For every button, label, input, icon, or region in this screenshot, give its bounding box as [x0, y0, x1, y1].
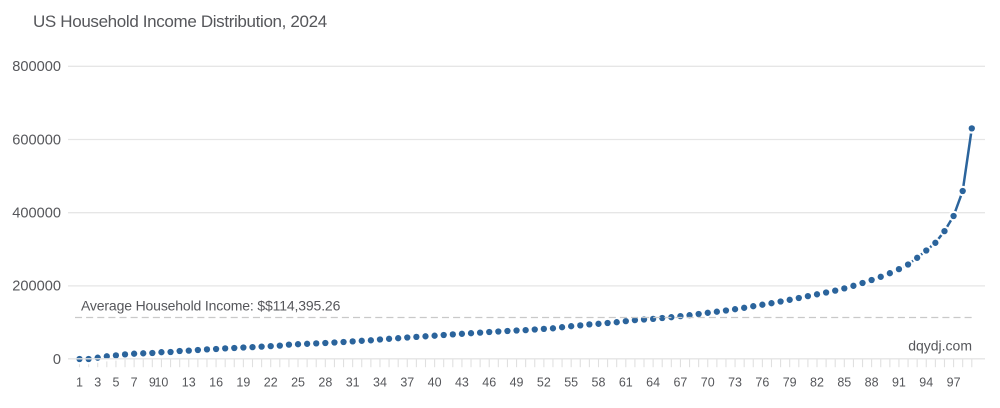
svg-text:200000: 200000 — [12, 279, 61, 295]
svg-text:85: 85 — [837, 376, 851, 390]
svg-text:16: 16 — [209, 376, 223, 390]
svg-text:13: 13 — [182, 376, 196, 390]
svg-text:31: 31 — [346, 376, 360, 390]
svg-text:58: 58 — [592, 376, 606, 390]
svg-text:10: 10 — [154, 376, 168, 390]
svg-text:Average Household Income: $$11: Average Household Income: $$114,395.26 — [81, 297, 341, 313]
svg-text:52: 52 — [537, 376, 551, 390]
svg-text:US Household Income Distributi: US Household Income Distribution, 2024 — [33, 12, 327, 31]
svg-text:91: 91 — [892, 376, 906, 390]
svg-text:600000: 600000 — [12, 132, 61, 148]
svg-text:25: 25 — [291, 376, 305, 390]
svg-text:61: 61 — [619, 376, 633, 390]
svg-text:800000: 800000 — [12, 59, 61, 75]
svg-text:0: 0 — [53, 352, 61, 368]
svg-text:22: 22 — [264, 376, 278, 390]
svg-text:1: 1 — [76, 376, 83, 390]
svg-text:34: 34 — [373, 376, 387, 390]
svg-text:55: 55 — [564, 376, 578, 390]
svg-text:28: 28 — [318, 376, 332, 390]
svg-text:37: 37 — [400, 376, 414, 390]
svg-text:94: 94 — [919, 376, 933, 390]
svg-text:70: 70 — [701, 376, 715, 390]
svg-text:49: 49 — [510, 376, 524, 390]
svg-text:82: 82 — [810, 376, 824, 390]
svg-text:43: 43 — [455, 376, 469, 390]
svg-text:97: 97 — [947, 376, 961, 390]
svg-text:64: 64 — [646, 376, 660, 390]
svg-text:5: 5 — [112, 376, 119, 390]
svg-text:dqydj.com: dqydj.com — [908, 338, 972, 354]
svg-text:88: 88 — [865, 376, 879, 390]
svg-text:76: 76 — [755, 376, 769, 390]
svg-text:19: 19 — [236, 376, 250, 390]
svg-text:79: 79 — [783, 376, 797, 390]
svg-text:67: 67 — [673, 376, 687, 390]
svg-text:40: 40 — [428, 376, 442, 390]
svg-text:3: 3 — [94, 376, 101, 390]
svg-text:73: 73 — [728, 376, 742, 390]
svg-text:46: 46 — [482, 376, 496, 390]
svg-text:400000: 400000 — [12, 206, 61, 222]
svg-text:9: 9 — [149, 376, 156, 390]
svg-text:7: 7 — [131, 376, 138, 390]
